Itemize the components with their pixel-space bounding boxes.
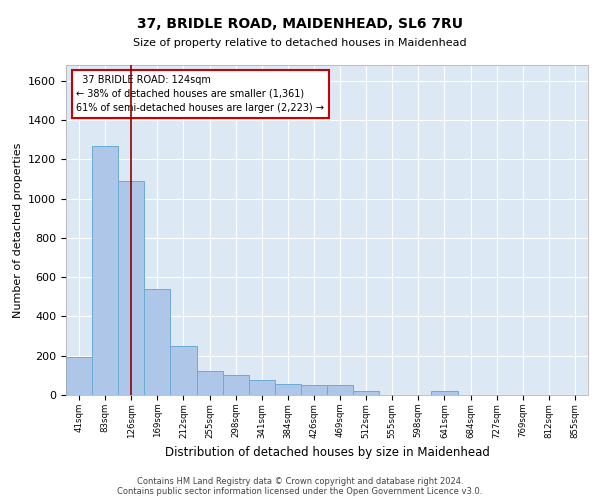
Bar: [275, 384, 301, 395]
Text: Size of property relative to detached houses in Maidenhead: Size of property relative to detached ho…: [133, 38, 467, 48]
Y-axis label: Number of detached properties: Number of detached properties: [13, 142, 23, 318]
Bar: [170, 346, 197, 395]
Text: 37, BRIDLE ROAD, MAIDENHEAD, SL6 7RU: 37, BRIDLE ROAD, MAIDENHEAD, SL6 7RU: [137, 18, 463, 32]
Bar: [92, 146, 118, 395]
Bar: [223, 376, 249, 395]
Text: 37 BRIDLE ROAD: 124sqm
← 38% of detached houses are smaller (1,361)
61% of semi-: 37 BRIDLE ROAD: 124sqm ← 38% of detached…: [76, 75, 325, 113]
Bar: [431, 390, 458, 395]
Text: Contains HM Land Registry data © Crown copyright and database right 2024.: Contains HM Land Registry data © Crown c…: [137, 477, 463, 486]
Bar: [327, 385, 353, 395]
Bar: [301, 385, 327, 395]
Bar: [353, 391, 379, 395]
Bar: [197, 372, 223, 395]
Text: Contains public sector information licensed under the Open Government Licence v3: Contains public sector information licen…: [118, 487, 482, 496]
Bar: [145, 289, 170, 395]
X-axis label: Distribution of detached houses by size in Maidenhead: Distribution of detached houses by size …: [164, 446, 490, 459]
Bar: [66, 356, 92, 395]
Bar: [118, 181, 145, 395]
Bar: [249, 380, 275, 395]
